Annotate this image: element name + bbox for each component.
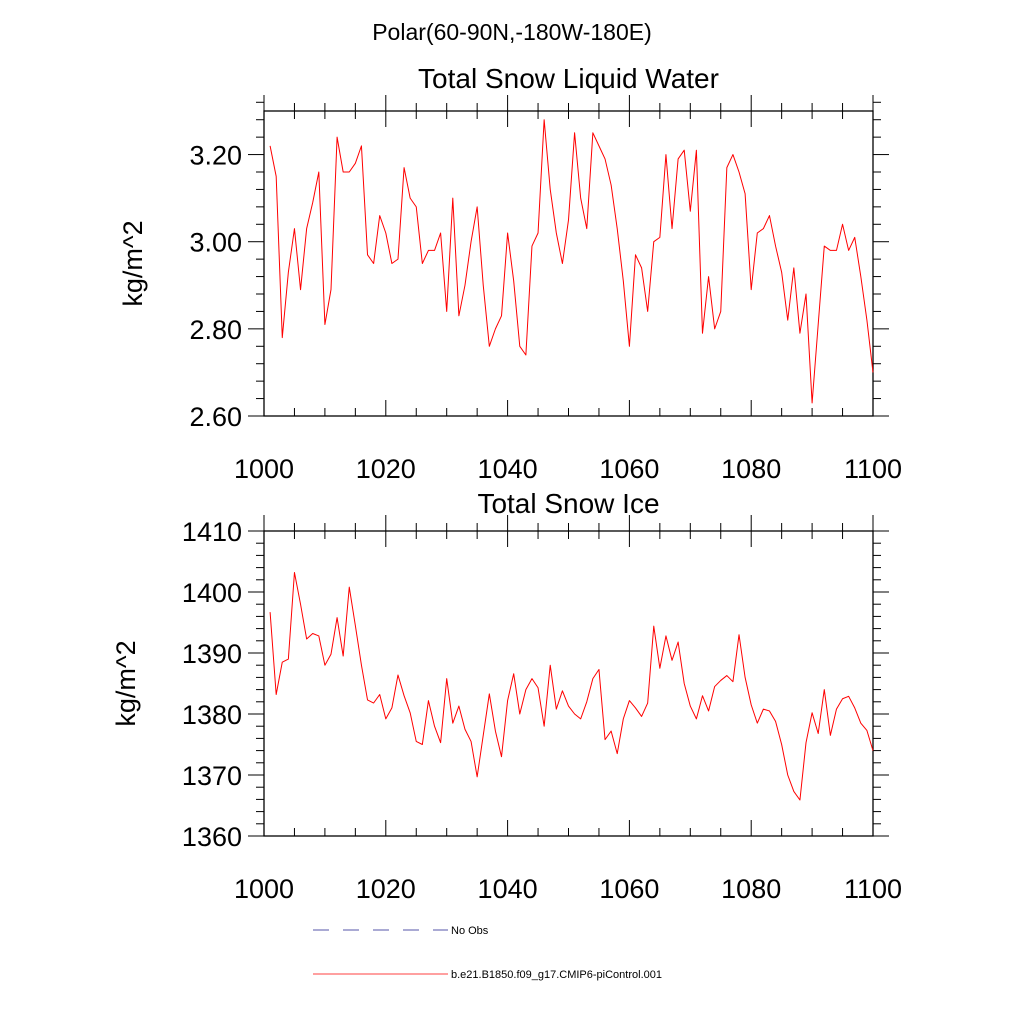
y-tick-label: 1400 <box>182 578 242 608</box>
x-tick-label: 1060 <box>599 454 659 484</box>
chart-title: Total Snow Liquid Water <box>418 63 719 94</box>
y-axis-label: kg/m^2 <box>111 640 141 726</box>
x-tick-label: 1080 <box>721 454 781 484</box>
x-tick-label: 1080 <box>721 874 781 904</box>
plot-frame <box>263 530 874 837</box>
x-tick-label: 1100 <box>844 874 902 904</box>
x-tick-label: 1020 <box>356 874 416 904</box>
x-tick-label: 1000 <box>234 874 294 904</box>
x-tick-label: 1020 <box>356 454 416 484</box>
legend-label: No Obs <box>451 925 489 937</box>
y-tick-label: 3.00 <box>189 228 242 258</box>
y-tick-label: 1360 <box>182 822 242 852</box>
x-tick-label: 1060 <box>599 874 659 904</box>
panel-snow-ice: Total Snow Ice kg/m^2 1000 1020 1040 1060 1080… <box>111 488 902 904</box>
y-tick-label: 1370 <box>182 761 242 791</box>
y-tick-label: 2.80 <box>189 315 242 345</box>
y-axis-label: kg/m^2 <box>118 220 148 306</box>
y-tick-label: 3.20 <box>189 141 242 171</box>
series-line <box>269 571 874 801</box>
y-tick-label: 1380 <box>182 700 242 730</box>
legend-label: b.e21.B1850.f09_g17.CMIP6-piControl.001 <box>451 969 662 981</box>
legend: No Obs b.e21.B1850.f09_g17.CMIP6-piContro… <box>313 925 662 981</box>
x-tick-label: 1040 <box>478 454 538 484</box>
x-tick-label: 1040 <box>478 874 538 904</box>
panel-snow-liquid-water: Total Snow Liquid Water kg/m^2 1000 1020 104… <box>118 63 902 484</box>
x-tick-label: 1000 <box>234 454 294 484</box>
figure-title: Polar(60-90N,-180W-180E) <box>372 19 652 45</box>
y-tick-label: 1410 <box>182 517 242 547</box>
y-tick-label: 2.60 <box>189 402 242 432</box>
series-line <box>269 119 874 404</box>
y-tick-label: 1390 <box>182 639 242 669</box>
chart-title: Total Snow Ice <box>477 488 659 519</box>
plot-frame <box>263 110 874 417</box>
x-tick-label: 1100 <box>844 454 902 484</box>
